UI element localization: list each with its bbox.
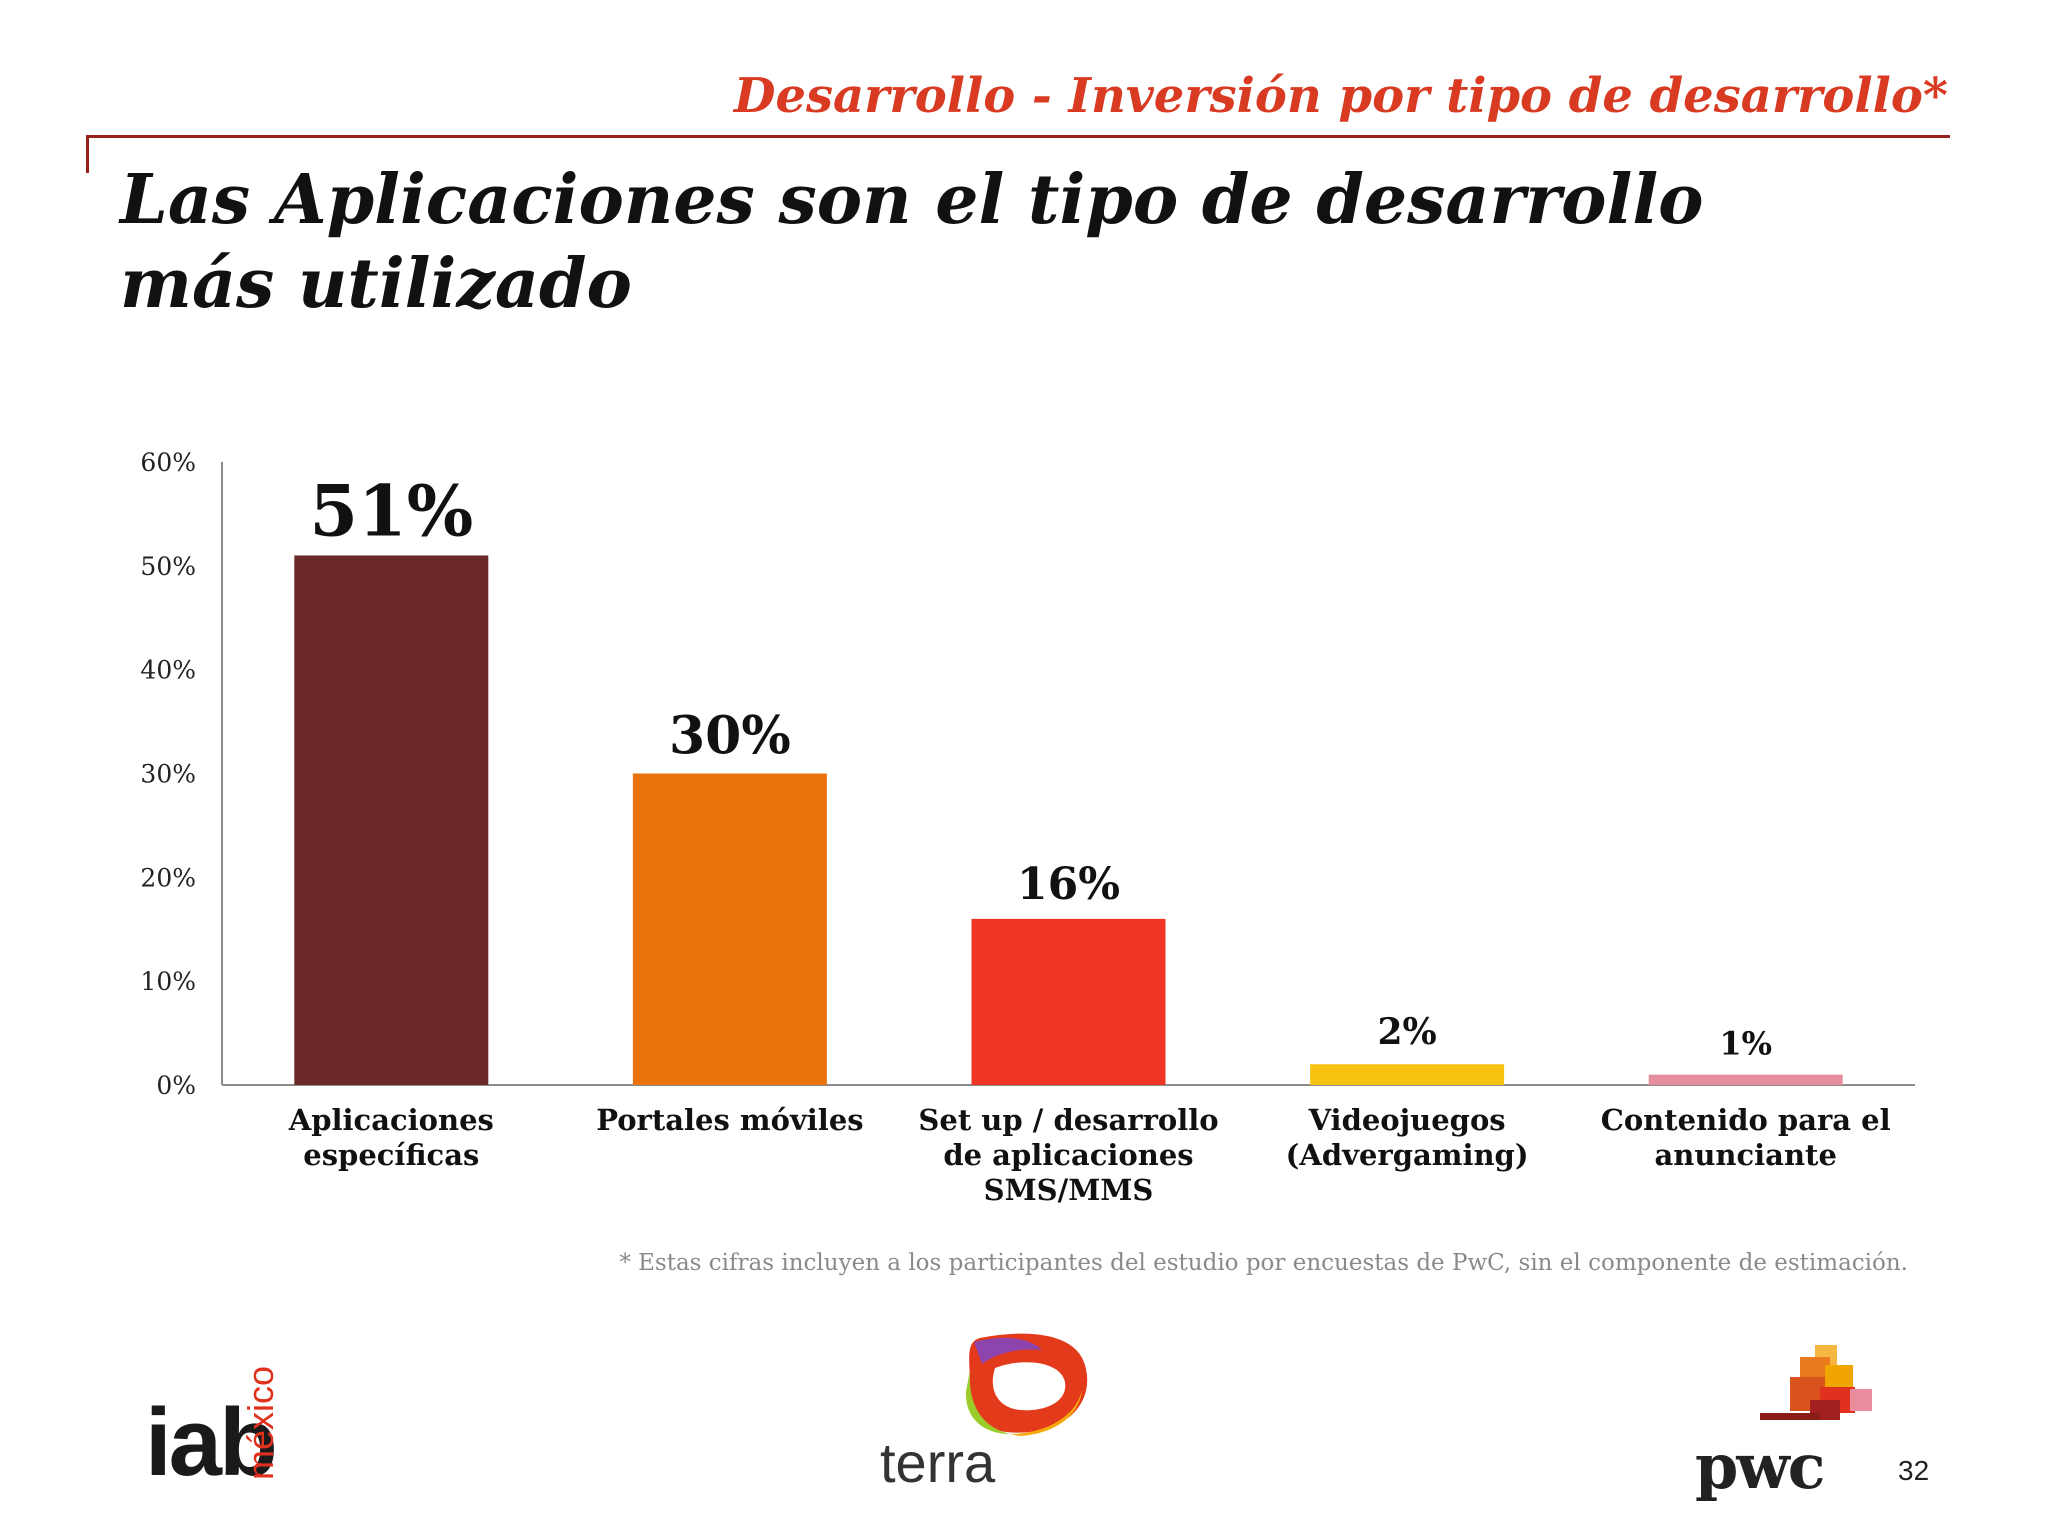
- data-label: 2%: [1377, 1011, 1436, 1053]
- x-tick-label: Contenido para el anunciante: [1601, 1103, 1891, 1172]
- y-tick-label: 0%: [156, 1071, 196, 1100]
- bar: [1310, 1064, 1505, 1085]
- y-tick-label: 50%: [140, 552, 196, 581]
- iab-logo-text: iab: [145, 1389, 278, 1496]
- data-label: 30%: [669, 706, 791, 767]
- bar: [294, 555, 489, 1085]
- bar-chart: 0% 10% 20% 30% 40% 50% 60% 51% Aplicaciones espec…: [140, 448, 1915, 1207]
- y-tick-label: 40%: [140, 656, 196, 685]
- pwc-blocks-icon: [1760, 1345, 1872, 1420]
- iab-mexico-logo: iab méxico: [145, 1340, 315, 1500]
- x-tick-label: Videojuegos (Advergaming): [1286, 1103, 1529, 1172]
- y-tick-label: 60%: [140, 448, 196, 477]
- pwc-logo-text: pwc: [1695, 1430, 1825, 1503]
- page-number: 32: [1898, 1455, 1930, 1486]
- data-label: 1%: [1719, 1025, 1772, 1063]
- bar: [632, 773, 827, 1085]
- bar: [971, 918, 1166, 1085]
- y-tick-label: 10%: [140, 967, 196, 996]
- terra-logo-text: terra: [880, 1431, 996, 1494]
- header-rule-tick: [86, 135, 89, 173]
- terra-emblem-icon: [965, 1333, 1088, 1436]
- x-tick-label: Aplicaciones específicas: [288, 1103, 494, 1172]
- y-tick-label: 20%: [140, 863, 196, 892]
- data-label: 16%: [1017, 859, 1120, 910]
- y-tick-label: 30%: [140, 760, 196, 789]
- data-label: 51%: [309, 469, 473, 552]
- terra-logo: terra: [870, 1330, 1110, 1500]
- iab-logo-subtext: méxico: [240, 1365, 281, 1480]
- section-title: Desarrollo - Inversión por tipo de desar…: [733, 68, 1948, 124]
- page-title: Las Aplicaciones son el tipo de desarrol…: [120, 160, 1704, 324]
- header-rule: [86, 135, 1950, 138]
- x-tick-label: Set up / desarrollo de aplicaciones SMS/MM…: [918, 1103, 1218, 1207]
- pwc-logo: pwc: [1690, 1345, 1890, 1503]
- bar: [1648, 1074, 1843, 1085]
- x-tick-label: Portales móviles: [596, 1103, 863, 1137]
- footnote: * Estas cifras incluyen a los participan…: [619, 1250, 1908, 1276]
